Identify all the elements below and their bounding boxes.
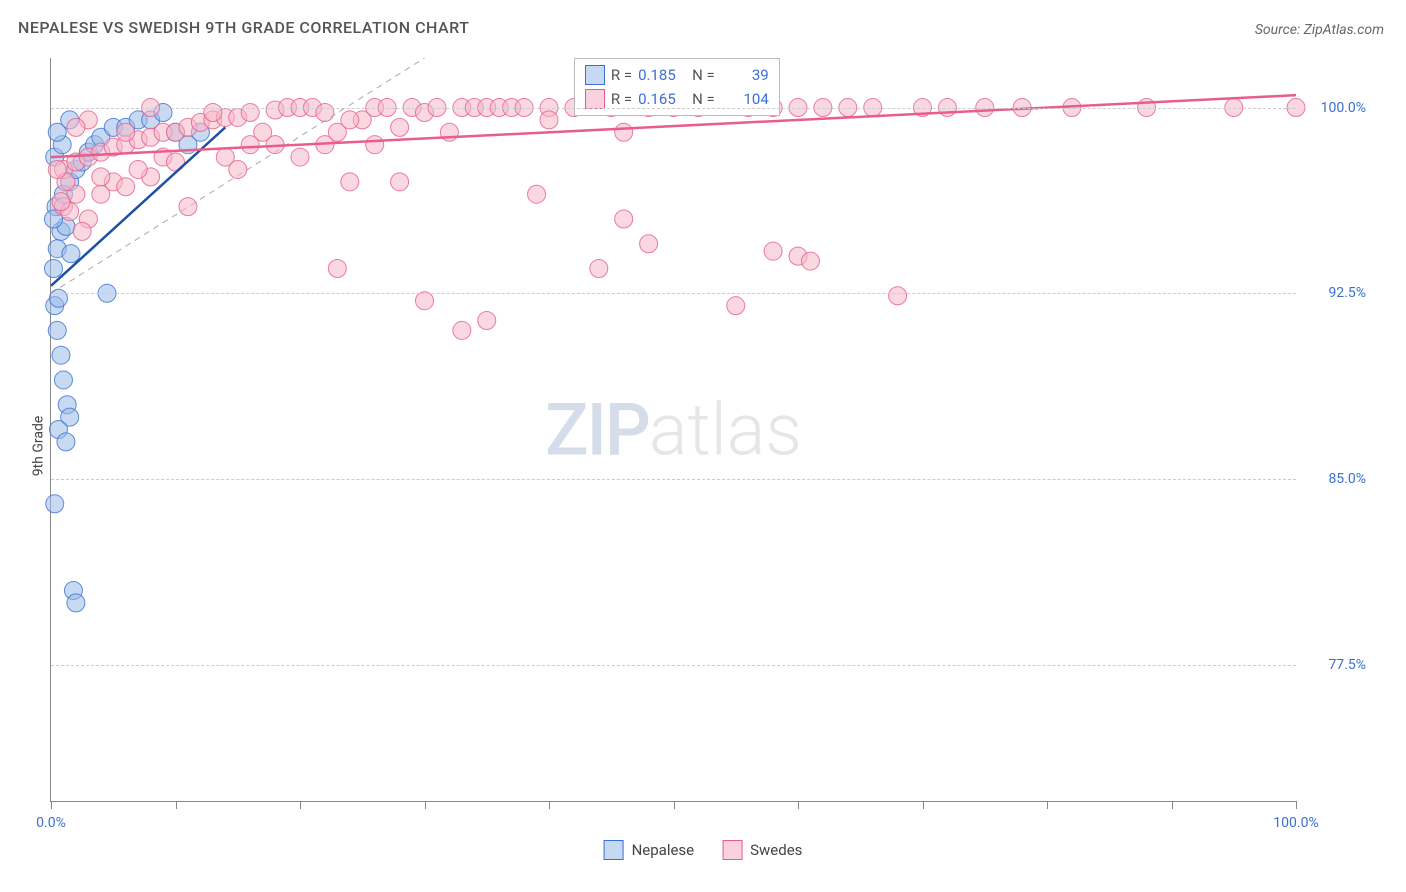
x-tick xyxy=(674,801,675,809)
scatter-point xyxy=(478,312,496,330)
scatter-point xyxy=(67,118,85,136)
scatter-point xyxy=(391,118,409,136)
scatter-point xyxy=(341,111,359,129)
legend-swatch xyxy=(604,840,624,860)
scatter-point xyxy=(316,103,334,121)
x-tick xyxy=(1296,801,1297,809)
scatter-point xyxy=(92,168,110,186)
legend-row: R = 0.185 N = 39 xyxy=(585,63,769,87)
chart-svg xyxy=(51,58,1296,801)
y-tick-label: 92.5% xyxy=(1328,285,1366,301)
x-tick xyxy=(300,801,301,809)
scatter-point xyxy=(73,222,91,240)
gridline xyxy=(51,293,1296,294)
scatter-point xyxy=(366,136,384,154)
scatter-point xyxy=(528,185,546,203)
scatter-point xyxy=(416,292,434,310)
x-tick xyxy=(1172,801,1173,809)
scatter-point xyxy=(204,103,222,121)
scatter-point xyxy=(328,260,346,278)
series-legend-item: Nepalese xyxy=(604,840,695,860)
scatter-point xyxy=(341,173,359,191)
scatter-point xyxy=(49,289,67,307)
scatter-point xyxy=(179,198,197,216)
scatter-point xyxy=(46,495,64,513)
scatter-point xyxy=(117,123,135,141)
scatter-point xyxy=(129,160,147,178)
series-name: Nepalese xyxy=(632,841,695,859)
scatter-point xyxy=(615,210,633,228)
x-tick xyxy=(51,801,52,809)
gridline xyxy=(51,479,1296,480)
scatter-point xyxy=(52,193,70,211)
scatter-point xyxy=(590,260,608,278)
legend-swatch xyxy=(585,65,605,85)
x-tick-label: 0.0% xyxy=(36,815,66,831)
gridline xyxy=(51,665,1296,666)
scatter-point xyxy=(640,235,658,253)
y-tick-label: 85.0% xyxy=(1328,471,1366,487)
scatter-point xyxy=(241,136,259,154)
x-tick xyxy=(923,801,924,809)
series-legend: Nepalese Swedes xyxy=(604,840,803,860)
scatter-point xyxy=(889,287,907,305)
source-attribution: Source: ZipAtlas.com xyxy=(1255,22,1384,38)
gridline xyxy=(51,108,1296,109)
scatter-point xyxy=(48,321,66,339)
scatter-point xyxy=(62,245,80,263)
scatter-point xyxy=(291,148,309,166)
x-tick xyxy=(1047,801,1048,809)
series-name: Swedes xyxy=(750,841,802,859)
scatter-point xyxy=(453,321,471,339)
y-axis-label: 9th Grade xyxy=(30,416,46,477)
scatter-point xyxy=(229,160,247,178)
legend-n-value: 39 xyxy=(721,63,769,87)
scatter-point xyxy=(67,594,85,612)
scatter-point xyxy=(615,123,633,141)
scatter-point xyxy=(727,297,745,315)
legend-swatch xyxy=(585,89,605,109)
legend-n-label: N = xyxy=(692,63,715,87)
scatter-point xyxy=(48,160,66,178)
scatter-point xyxy=(391,173,409,191)
scatter-point xyxy=(764,242,782,260)
x-tick-label: 100.0% xyxy=(1273,815,1318,831)
scatter-point xyxy=(54,371,72,389)
scatter-point xyxy=(52,346,70,364)
legend-r-label: R = xyxy=(611,63,632,87)
legend-swatch xyxy=(722,840,742,860)
plot-area: ZIPatlas R =0.185N =39R =0.165N =104 77.… xyxy=(50,58,1296,802)
chart-title: NEPALESE VS SWEDISH 9TH GRADE CORRELATIO… xyxy=(18,18,469,37)
scatter-point xyxy=(48,123,66,141)
series-legend-item: Swedes xyxy=(722,840,802,860)
scatter-point xyxy=(540,111,558,129)
x-tick xyxy=(176,801,177,809)
scatter-point xyxy=(44,260,62,278)
y-tick-label: 77.5% xyxy=(1328,657,1366,673)
scatter-point xyxy=(801,252,819,270)
scatter-point xyxy=(57,433,75,451)
scatter-point xyxy=(117,178,135,196)
x-tick xyxy=(549,801,550,809)
y-tick-label: 100.0% xyxy=(1321,100,1366,116)
x-tick xyxy=(425,801,426,809)
legend-r-value: 0.185 xyxy=(638,63,686,87)
x-tick xyxy=(798,801,799,809)
scatter-point xyxy=(241,103,259,121)
